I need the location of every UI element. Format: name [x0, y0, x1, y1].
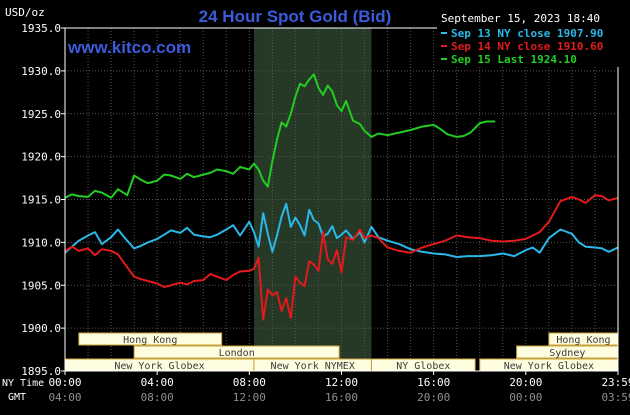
gmt-tick-label: 03:59: [601, 391, 630, 404]
y-tick-label: 1915.0: [21, 194, 61, 207]
chart-title: 24 Hour Spot Gold (Bid): [199, 7, 392, 26]
session-label: Hong Kong: [556, 335, 610, 346]
series-line: [64, 73, 496, 199]
y-tick-label: 1910.0: [21, 236, 61, 249]
legend-entry: Sep 14 NY close 1910.60: [451, 40, 603, 53]
y-tick-label: 1925.0: [21, 108, 61, 121]
gmt-tick-label: 16:00: [325, 391, 358, 404]
session-label: New York Globex: [114, 361, 204, 372]
series-line: [64, 202, 619, 258]
x-tick-label: 08:00: [233, 376, 266, 389]
x-tick-label: 04:00: [141, 376, 174, 389]
y-tick-label: 1905.0: [21, 279, 61, 292]
session-bar: [78, 332, 223, 346]
gmt-tick-label: 08:00: [141, 391, 174, 404]
x-tick-label: 00:00: [48, 376, 81, 389]
legend-entry: Sep 15 Last 1924.10: [451, 53, 577, 66]
timestamp-label: September 15, 2023 18:40: [441, 12, 600, 25]
y-tick-label: 1930.0: [21, 65, 61, 78]
ny-time-caption: NY Time: [2, 378, 44, 389]
gmt-caption: GMT: [8, 392, 26, 403]
session-label: Sydney: [549, 348, 585, 359]
x-tick-label: 23:59: [601, 376, 630, 389]
session-label: NY Globex: [396, 361, 450, 372]
session-label: London: [219, 348, 255, 359]
x-tick-label: 16:00: [417, 376, 450, 389]
y-tick-label: 1920.0: [21, 151, 61, 164]
y-tick-label: 1895.0: [21, 365, 61, 378]
legend-entry: Sep 13 NY close 1907.90: [451, 27, 603, 40]
session-bar: [133, 345, 340, 359]
gmt-tick-label: 00:00: [509, 391, 542, 404]
series-line: [64, 194, 619, 321]
y-axis-unit-label: USD/oz: [5, 6, 45, 19]
y-tick-label: 1900.0: [21, 322, 61, 335]
nymex-hours-highlight: [253, 28, 372, 371]
website-label: www.kitco.com: [67, 38, 191, 57]
gmt-tick-label: 12:00: [233, 391, 266, 404]
x-tick-label: 12:00: [325, 376, 358, 389]
x-tick-label: 20:00: [509, 376, 542, 389]
session-label: New York NYMEX: [271, 361, 355, 372]
gmt-tick-label: 04:00: [48, 391, 81, 404]
legend-box: [437, 27, 622, 67]
y-tick-label: 1935.0: [21, 22, 61, 35]
session-label: New York Globex: [504, 361, 594, 372]
session-label: Hong Kong: [123, 335, 177, 346]
gmt-tick-label: 20:00: [417, 391, 450, 404]
